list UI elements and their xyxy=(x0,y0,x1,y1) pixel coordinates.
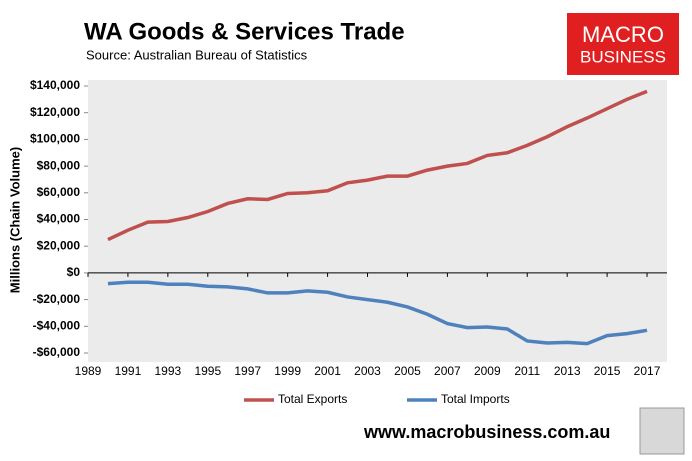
x-tick-label: 2013 xyxy=(554,364,581,378)
x-tick-label: 1999 xyxy=(274,364,301,378)
legend-label: Total Imports xyxy=(441,392,510,406)
y-tick-label: -$60,000 xyxy=(33,345,81,359)
series-line xyxy=(107,89,648,242)
y-tick-label: $0 xyxy=(67,265,81,279)
x-tick-label: 2017 xyxy=(634,364,661,378)
x-tick-label: 2001 xyxy=(314,364,341,378)
x-tick-label: 2005 xyxy=(394,364,421,378)
x-tick-label: 2011 xyxy=(514,364,540,378)
x-tick-label: 1995 xyxy=(194,364,221,378)
x-tick-label: 2007 xyxy=(434,364,461,378)
x-tick-label: 2009 xyxy=(474,364,501,378)
logo-box xyxy=(567,13,679,75)
x-tick-label: 1993 xyxy=(155,364,182,378)
y-tick-label: $140,000 xyxy=(30,78,80,92)
y-tick-label: $120,000 xyxy=(30,105,80,119)
y-tick-label: -$40,000 xyxy=(33,318,81,332)
footer-url: www.macrobusiness.com.au xyxy=(363,422,610,442)
x-tick-label: 1991 xyxy=(115,364,142,378)
y-tick-label: $40,000 xyxy=(37,212,81,226)
y-tick-label: $100,000 xyxy=(30,132,80,146)
legend-label: Total Exports xyxy=(278,392,347,406)
logo-text: BUSINESS xyxy=(580,47,666,66)
y-tick-label: $80,000 xyxy=(37,158,81,172)
y-axis-label: Millions (Chain Volume) xyxy=(7,147,22,293)
x-tick-label: 2015 xyxy=(594,364,621,378)
x-tick-label: 2003 xyxy=(354,364,381,378)
logo-text: MACRO xyxy=(582,22,664,47)
x-tick-label: 1989 xyxy=(75,364,102,378)
y-tick-label: $20,000 xyxy=(37,238,81,252)
series-line xyxy=(107,280,648,346)
x-tick-label: 1997 xyxy=(234,364,261,378)
chart-subtitle: Source: Australian Bureau of Statistics xyxy=(86,47,308,62)
y-tick-label: -$20,000 xyxy=(33,292,81,306)
chart-title: WA Goods & Services Trade xyxy=(84,18,405,45)
fox-icon xyxy=(639,407,685,455)
y-tick-label: $60,000 xyxy=(37,185,81,199)
